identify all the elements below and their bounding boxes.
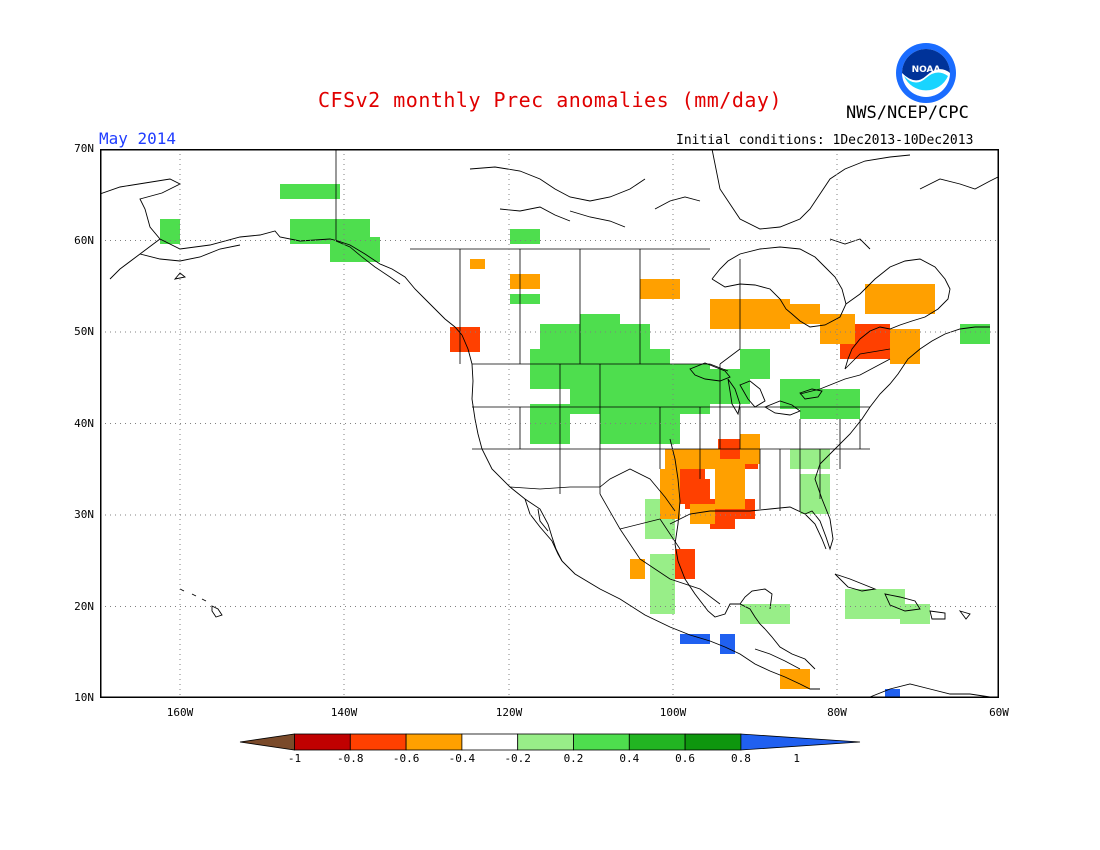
anomaly-cell xyxy=(780,669,810,689)
lat-label-10n: 10N xyxy=(74,691,94,704)
colorbar-box xyxy=(573,733,630,751)
anomaly-cell xyxy=(710,299,790,329)
colorbar-label: -1 xyxy=(287,752,302,765)
anomaly-cell xyxy=(790,304,820,324)
precip-anomaly-map xyxy=(100,149,999,698)
anomaly-cell xyxy=(600,409,680,444)
anomaly-cell xyxy=(540,324,580,349)
agency-label: NWS/NCEP/CPC xyxy=(846,103,969,123)
colorbar-box xyxy=(349,733,407,751)
anomaly-cell xyxy=(960,324,990,344)
anomaly-cell xyxy=(890,329,920,364)
colorbar-label: 0.4 xyxy=(619,752,640,765)
coastlines xyxy=(100,149,999,698)
colorbar-box xyxy=(294,733,351,751)
lon-label-80w: 80W xyxy=(827,706,847,719)
anomaly-cell xyxy=(650,554,675,614)
lat-label-20n: 20N xyxy=(74,600,94,613)
anomaly-cell xyxy=(450,327,480,352)
anomaly-cell xyxy=(800,389,860,419)
colorbar-end-high xyxy=(740,733,861,751)
map-border xyxy=(100,149,999,698)
colorbar-box xyxy=(405,733,463,751)
lat-label-40n: 40N xyxy=(74,417,94,430)
anomaly-cell xyxy=(510,274,540,289)
political-boundaries xyxy=(335,149,891,670)
noaa-logo: NOAA xyxy=(895,42,957,104)
lat-label-30n: 30N xyxy=(74,508,94,521)
colorbar-label: 0.2 xyxy=(563,752,584,765)
anomaly-cell xyxy=(510,229,540,244)
anomaly-cell xyxy=(570,364,710,414)
colorbar-end-low xyxy=(239,733,295,751)
lon-label-160w: 160W xyxy=(166,706,194,719)
anomaly-cell xyxy=(790,449,830,469)
lon-label-60w: 60W xyxy=(989,706,1009,719)
colorbar-label: -0.2 xyxy=(504,752,531,765)
lon-label-100w: 100W xyxy=(659,706,687,719)
colorbar-box xyxy=(628,733,686,751)
colorbar-box xyxy=(517,733,574,751)
lat-label-70n: 70N xyxy=(74,142,94,155)
anomaly-cell xyxy=(885,689,900,697)
anomaly-cell xyxy=(740,349,770,379)
logo-text: NOAA xyxy=(912,65,941,75)
anomaly-cell xyxy=(640,279,680,299)
anomaly-cell xyxy=(680,634,710,644)
colorbar-label: -0.4 xyxy=(448,752,476,765)
colorbar-label: 1 xyxy=(793,752,800,765)
chart-title: CFSv2 monthly Prec anomalies (mm/day) xyxy=(317,88,783,112)
anomaly-cell xyxy=(665,449,720,469)
colorbar-label: 0.8 xyxy=(730,752,751,765)
initial-conditions: Initial conditions: 1Dec2013-10Dec2013 xyxy=(676,133,974,148)
lon-label-120w: 120W xyxy=(495,706,523,719)
colorbar-box xyxy=(461,733,519,751)
lat-label-50n: 50N xyxy=(74,325,94,338)
anomaly-cell xyxy=(690,504,715,524)
colorbar-label: -0.8 xyxy=(337,752,364,765)
anomaly-cell xyxy=(715,459,745,509)
colorbar xyxy=(239,733,861,751)
anomaly-cell xyxy=(660,469,680,519)
colorbar-box xyxy=(684,733,742,751)
anomaly-cell xyxy=(620,324,650,349)
anomaly-cell xyxy=(720,634,735,654)
anomaly-cell xyxy=(280,184,340,199)
lat-label-60n: 60N xyxy=(74,234,94,247)
anomaly-cell xyxy=(160,219,180,244)
anomaly-cell xyxy=(470,259,485,269)
anomaly-cell xyxy=(510,294,540,304)
anomaly-cell xyxy=(740,604,790,624)
lon-label-140w: 140W xyxy=(330,706,358,719)
colorbar-label: 0.6 xyxy=(675,752,696,765)
colorbar-label: -0.6 xyxy=(392,752,420,765)
anomaly-cell xyxy=(630,559,645,579)
anomaly-cell xyxy=(900,604,930,624)
anomaly-cells xyxy=(160,184,990,697)
anomaly-cell xyxy=(845,589,905,619)
anomaly-cell xyxy=(675,549,695,579)
anomaly-cell xyxy=(865,284,935,314)
month-label: May 2014 xyxy=(99,129,177,148)
